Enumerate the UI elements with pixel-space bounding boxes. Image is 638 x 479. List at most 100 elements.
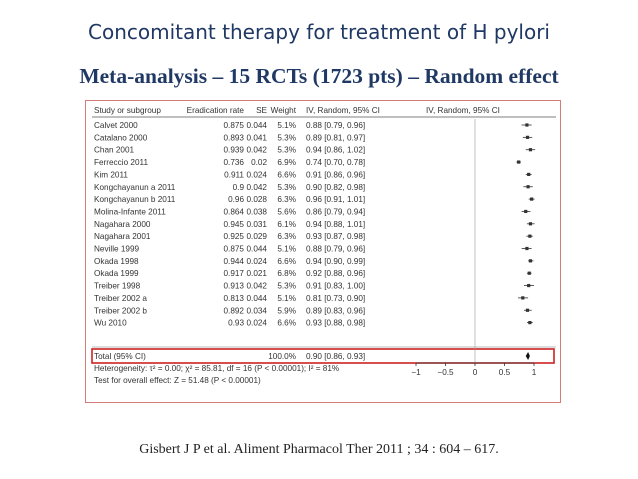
study-point [527, 283, 531, 288]
study-weight: 5.3% [277, 146, 296, 155]
study-ci: 0.91 [0.86, 0.96] [306, 170, 365, 179]
column-header-5: IV, Random, 95% CI [426, 106, 500, 115]
study-se: 0.042 [247, 183, 268, 192]
x-tick-label: 0 [473, 368, 478, 377]
study-name: Treiber 1998 [94, 282, 141, 291]
study-point [527, 271, 531, 275]
study-se: 0.034 [247, 306, 268, 315]
citation: Gisbert J P et al. Aliment Pharmacol The… [139, 442, 499, 457]
study-rate: 0.911 [224, 170, 244, 179]
column-header-3: Weight [271, 106, 297, 115]
study-point [530, 197, 534, 201]
study-ci: 0.88 [0.79, 0.96] [306, 245, 365, 254]
study-ci: 0.89 [0.83, 0.96] [306, 306, 365, 315]
study-ci: 0.88 [0.79, 0.96] [306, 121, 365, 130]
study-ci: 0.93 [0.88, 0.98] [306, 319, 365, 328]
total-diamond [525, 352, 530, 360]
study-rate: 0.813 [224, 294, 245, 303]
slide-title: Concomitant therapy for treatment of H p… [88, 20, 550, 44]
study-rate: 0.939 [224, 146, 245, 155]
study-point [528, 321, 532, 325]
study-weight: 5.3% [277, 282, 296, 291]
study-name: Nagahara 2001 [94, 232, 151, 241]
x-tick-label: 1 [532, 368, 537, 377]
study-rate: 0.864 [224, 207, 245, 216]
total-weight: 100.0% [268, 352, 296, 361]
study-name: Okada 1998 [94, 257, 139, 266]
study-se: 0.044 [247, 294, 268, 303]
column-header-1: Eradication rate [187, 106, 245, 115]
study-point [527, 172, 531, 176]
study-name: Kongchayanun a 2011 [94, 183, 176, 192]
study-weight: 5.1% [277, 121, 296, 130]
study-se: 0.042 [247, 282, 268, 291]
forest-plot: Study or subgroup Eradication rate SE Weigh… [91, 106, 556, 385]
study-weight: 6.3% [277, 232, 296, 241]
study-name: Okada 1999 [94, 269, 139, 278]
study-ci: 0.94 [0.88, 1.01] [306, 220, 365, 229]
study-ci: 0.86 [0.79, 0.94] [306, 207, 365, 216]
study-name: Treiber 2002 b [94, 306, 147, 315]
total-ci: 0.90 [0.86, 0.93] [306, 352, 365, 361]
study-ci: 0.74 [0.70, 0.78] [306, 158, 365, 167]
study-weight: 6.6% [277, 170, 296, 179]
study-name: Neville 1999 [94, 245, 140, 254]
study-point [525, 123, 529, 127]
study-rate: 0.944 [224, 257, 245, 266]
study-point [525, 246, 529, 251]
study-rate: 0.96 [228, 195, 244, 204]
overall-effect-text: Test for overall effect: Z = 51.48 (P < … [94, 376, 261, 385]
study-se: 0.02 [251, 158, 267, 167]
study-name: Calvet 2000 [94, 121, 138, 130]
study-point [525, 135, 530, 139]
x-tick-label: −0.5 [437, 368, 454, 377]
study-rate: 0.875 [224, 245, 245, 254]
study-point [524, 209, 528, 214]
study-ci: 0.90 [0.82, 0.98] [306, 183, 365, 192]
study-se: 0.029 [247, 232, 268, 241]
study-se: 0.044 [247, 245, 268, 254]
study-se: 0.028 [247, 195, 268, 204]
study-rate: 0.893 [224, 133, 245, 142]
study-point [528, 222, 533, 226]
study-point [521, 296, 525, 300]
study-rate: 0.913 [224, 282, 245, 291]
study-name: Kim 2011 [94, 170, 128, 179]
study-se: 0.024 [247, 170, 268, 179]
column-header-4: IV, Random, 95% CI [306, 106, 380, 115]
column-header-2: SE [256, 106, 267, 115]
study-rate: 0.892 [224, 306, 245, 315]
study-name: Catalano 2000 [94, 133, 148, 142]
study-name: Chan 2001 [94, 146, 135, 155]
heterogeneity-text: Heterogeneity: τ² = 0.00; χ² = 85.81, df… [94, 364, 339, 373]
study-rate: 0.736 [224, 158, 245, 167]
slide-subtitle: Meta-analysis – 15 RCTs (1723 pts) – Ran… [79, 64, 559, 88]
study-name: Nagahara 2000 [94, 220, 151, 229]
total-label: Total (95% CI) [94, 352, 146, 361]
study-point [528, 148, 533, 152]
column-header-0: Study or subgroup [94, 106, 161, 115]
study-rate: 0.9 [233, 183, 245, 192]
study-weight: 5.3% [277, 133, 296, 142]
study-ci: 0.93 [0.87, 0.98] [306, 232, 365, 241]
study-name: Kongchayanun b 2011 [94, 195, 176, 204]
study-weight: 6.8% [277, 269, 296, 278]
study-se: 0.042 [247, 146, 268, 155]
study-weight: 5.9% [277, 306, 296, 315]
study-ci: 0.92 [0.88, 0.96] [306, 269, 365, 278]
study-se: 0.021 [247, 269, 268, 278]
study-weight: 5.1% [277, 294, 296, 303]
study-se: 0.024 [247, 257, 268, 266]
study-rate: 0.925 [224, 232, 245, 241]
study-ci: 0.81 [0.73, 0.90] [306, 294, 365, 303]
study-point [525, 308, 530, 312]
study-name: Wu 2010 [94, 319, 127, 328]
study-se: 0.044 [247, 121, 268, 130]
study-se: 0.031 [247, 220, 268, 229]
study-name: Ferreccio 2011 [94, 158, 148, 167]
study-point [528, 234, 532, 238]
x-tick-label: 0.5 [499, 368, 511, 377]
study-ci: 0.94 [0.86, 1.02] [306, 146, 365, 155]
total-highlight-box [91, 348, 555, 364]
study-rate: 0.945 [224, 220, 245, 229]
